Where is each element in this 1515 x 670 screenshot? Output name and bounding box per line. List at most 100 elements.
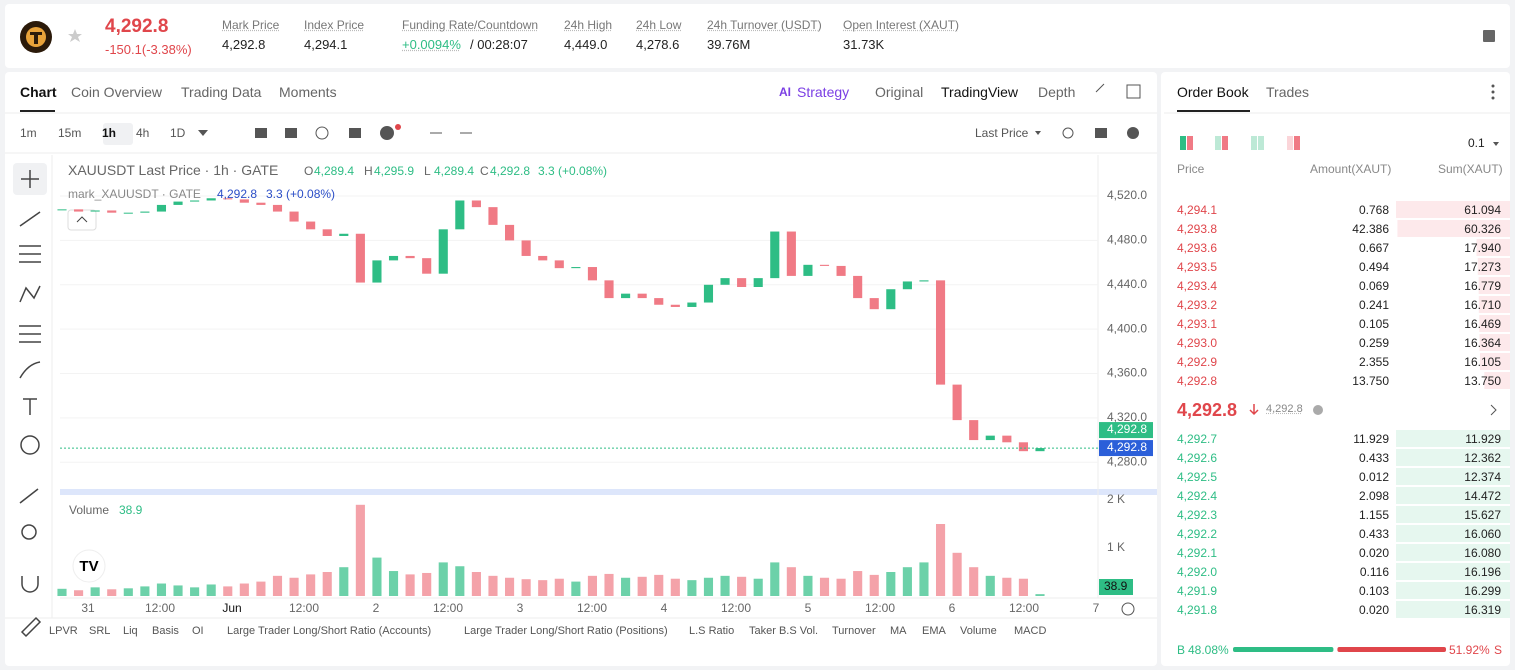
book-amount: 0.494 <box>1358 260 1389 274</box>
down-arrow <box>1249 404 1259 416</box>
book-tab[interactable]: Trades <box>1266 84 1310 100</box>
legend-value: 4,289.4 <box>314 164 355 178</box>
volume-bar <box>438 562 448 596</box>
book-price: 4,292.7 <box>1177 432 1218 446</box>
candle <box>306 221 316 230</box>
svg-text:TV: TV <box>79 558 98 575</box>
book-amount: 0.259 <box>1358 336 1389 350</box>
candle <box>140 211 150 213</box>
depth-bar <box>1476 239 1510 256</box>
candle <box>571 267 581 269</box>
indicator[interactable]: EMA <box>922 625 946 637</box>
indicator[interactable]: Basis <box>152 625 179 637</box>
y-tick-label: 4,400.0 <box>1107 321 1147 335</box>
book-amount: 0.069 <box>1358 279 1389 293</box>
stat-value: 4,449.0 <box>564 37 608 52</box>
indicator[interactable]: LPVR <box>49 625 78 637</box>
book-tab[interactable]: Order Book <box>1177 84 1249 100</box>
book-sum: 61.094 <box>1464 203 1501 217</box>
col-header: Amount(XAUT) <box>1310 162 1392 176</box>
indicator[interactable]: Taker B.S Vol. <box>749 625 819 637</box>
depth-bar <box>1479 334 1510 351</box>
interval[interactable]: 4h <box>136 126 150 140</box>
tab[interactable]: Moments <box>279 84 337 100</box>
candle <box>604 280 614 299</box>
volume-bar <box>969 567 979 596</box>
indicator[interactable]: Large Trader Long/Short Ratio (Positions… <box>464 625 668 637</box>
volume-bar <box>206 584 216 596</box>
volume-bar <box>488 575 498 596</box>
volume-bar <box>239 583 249 596</box>
y-tick-label: 4,360.0 <box>1107 366 1147 380</box>
mark-change: 3.3 (+0.08%) <box>266 187 336 201</box>
indicator[interactable]: OI <box>192 625 204 637</box>
tab[interactable]: Coin Overview <box>71 84 163 100</box>
x-tick-label: 3 <box>517 601 524 615</box>
candle <box>123 212 133 214</box>
tab[interactable]: Original <box>875 84 924 100</box>
book-price: 4,292.9 <box>1177 355 1218 369</box>
indicator[interactable]: MACD <box>1014 625 1047 637</box>
book-amount: 42.386 <box>1352 222 1389 236</box>
last-price-label: 4,292.8 <box>1107 422 1147 436</box>
tab[interactable]: Trading Data <box>181 84 262 100</box>
legend-value: 4,292.8 <box>490 164 531 178</box>
indicator[interactable]: MA <box>890 625 907 637</box>
candle <box>57 209 67 211</box>
volume-bar <box>455 566 465 596</box>
tab[interactable]: Chart <box>20 84 57 100</box>
indicator[interactable]: L.S Ratio <box>689 625 735 637</box>
interval[interactable]: 15m <box>58 126 82 140</box>
indicator[interactable]: Volume <box>960 625 997 637</box>
indicator[interactable]: Large Trader Long/Short Ratio (Accounts) <box>227 625 432 637</box>
precision[interactable]: 0.1 <box>1468 136 1485 150</box>
book-price: 4,294.1 <box>1177 203 1218 217</box>
book-sum: 11.929 <box>1465 432 1501 446</box>
favorite-star[interactable] <box>65 26 85 46</box>
indicator[interactable]: SRL <box>89 625 111 637</box>
settings-icon[interactable] <box>1482 29 1496 43</box>
sell-bar <box>1337 647 1446 652</box>
tab[interactable]: TradingView <box>941 84 1019 100</box>
x-tick-label: 2 <box>373 601 380 615</box>
x-tick-label: 12:00 <box>145 601 175 615</box>
x-tick-label: 12:00 <box>865 601 895 615</box>
interval[interactable]: 1D <box>170 126 186 140</box>
volume-bar <box>604 573 614 596</box>
interval[interactable]: 1m <box>20 126 37 140</box>
book-price: 4,292.0 <box>1177 565 1218 579</box>
chart-panel <box>5 72 1157 666</box>
volume-bar <box>505 577 515 596</box>
volume-bar <box>289 577 299 596</box>
candle <box>869 298 879 310</box>
depth-bar <box>1479 315 1510 332</box>
interval[interactable]: 1h <box>102 126 117 140</box>
indicator[interactable]: Turnover <box>832 625 876 637</box>
candle <box>770 231 780 279</box>
volume-bar <box>339 567 349 596</box>
stat-value: 4,292.8 <box>222 37 266 52</box>
book-price: 4,292.5 <box>1177 470 1218 484</box>
volume-bar <box>372 557 382 596</box>
tab[interactable]: Depth <box>1038 84 1076 100</box>
x-tick-label: Jun <box>222 601 241 615</box>
x-tick-label: 4 <box>661 601 668 615</box>
buy-ratio: 48.08% <box>1188 643 1229 657</box>
volume-bar <box>388 571 399 596</box>
volume-bar <box>571 581 581 596</box>
candle <box>521 240 531 256</box>
indicator[interactable]: Liq <box>123 625 138 637</box>
mid-price: 4,292.8 <box>1177 400 1238 420</box>
book-sum: 14.472 <box>1464 489 1501 503</box>
candle <box>256 202 266 205</box>
volume-bar <box>786 567 796 596</box>
depth-bar <box>1396 468 1510 485</box>
book-amount: 0.667 <box>1358 241 1389 255</box>
legend-title: XAUUSDT Last Price · 1h · GATE <box>68 162 279 178</box>
price-type[interactable]: Last Price <box>975 126 1029 140</box>
book-sum: 17.273 <box>1464 260 1501 274</box>
book-price: 4,293.5 <box>1177 260 1218 274</box>
book-sum: 16.779 <box>1464 279 1501 293</box>
volume-bar <box>985 575 995 596</box>
tab[interactable]: Strategy <box>797 84 850 100</box>
